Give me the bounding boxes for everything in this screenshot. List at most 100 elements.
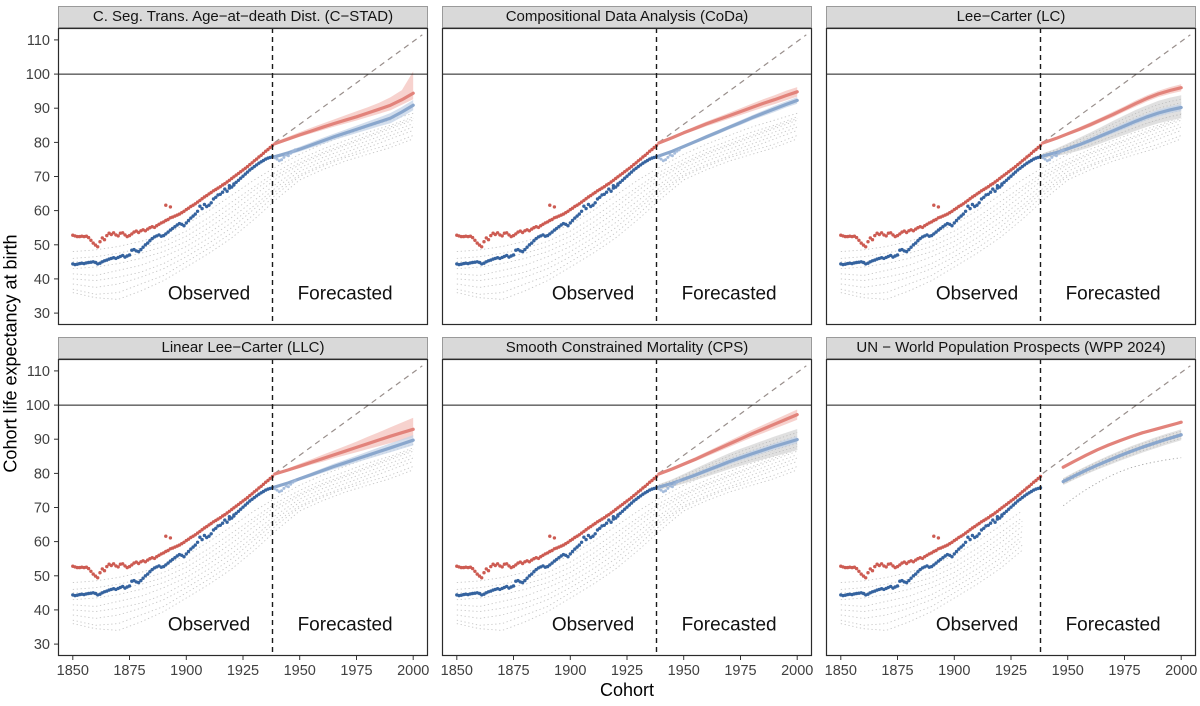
observed-male-points [71,155,275,267]
forecast-lines [657,90,799,158]
forecast-lines [657,412,799,489]
observed-male-points [71,486,275,598]
svg-text:1925: 1925 [611,663,643,679]
annotation-observed: Observed [168,283,250,304]
facet-strip-llc: Linear Lee−Carter (LLC) [58,337,428,359]
annotation-forecasted: Forecasted [298,614,393,635]
x-axis-ticks: 1850 1875 1900 1925 1950 1975 2000 [441,656,813,679]
svg-text:1875: 1875 [497,663,529,679]
svg-text:1900: 1900 [938,663,970,679]
facet-title: Linear Lee−Carter (LLC) [161,339,325,356]
facet-wpp: UN − World Population Prospects (WPP 202… [825,337,1197,679]
reference-diagonal-line [1042,365,1191,474]
svg-text:1950: 1950 [668,663,700,679]
svg-text:1975: 1975 [1108,663,1140,679]
observed-female-points [839,143,1043,249]
annotation-observed: Observed [936,283,1018,304]
annotation-forecasted: Forecasted [682,614,777,635]
reference-diagonal-line [274,365,423,474]
annotation-forecasted: Forecasted [298,283,393,304]
annotation-observed: Observed [936,614,1018,635]
observed-female-points [839,474,1043,580]
x-axis-ticks: 1850 1875 1900 1925 1950 1975 2000 [825,656,1197,679]
svg-text:1925: 1925 [227,663,259,679]
svg-text:90: 90 [34,432,50,448]
forecast-lines [1061,420,1183,507]
svg-text:1875: 1875 [881,663,913,679]
facet-plot-coda: Observed Forecasted [441,27,813,326]
svg-text:60: 60 [34,535,50,551]
svg-text:110: 110 [27,364,50,380]
svg-text:90: 90 [34,101,50,117]
y-axis-title-text: Cohort life expectancy at birth [0,233,21,473]
y-axis-ticks: 30 40 50 60 70 80 90 100 110 [26,364,58,653]
observed-female-points [455,143,659,249]
facet-plot-wpp: Observed Forecasted 1850 1875 1900 1925 1950 19… [825,358,1197,679]
facet-plot-lc: Observed Forecasted [825,27,1197,326]
panel-border [825,358,1197,657]
svg-text:1900: 1900 [170,663,202,679]
background-series [456,112,798,300]
annotation-observed: Observed [552,614,634,635]
facet-title: C. Seg. Trans. Age−at−death Dist. (C−STA… [92,8,394,25]
forecast-lines [273,427,415,489]
svg-text:100: 100 [26,398,50,414]
svg-text:1850: 1850 [825,663,857,679]
annotation-forecasted: Forecasted [682,283,777,304]
observed-male-points [455,486,659,598]
facet-title: UN − World Population Prospects (WPP 202… [856,339,1166,356]
background-series [72,443,414,631]
svg-text:1875: 1875 [113,663,145,679]
facet-plot-cps: Observed Forecasted 1850 1875 1900 1925 1950 19… [441,358,813,679]
x-axis-ticks: 1850 1875 1900 1925 1950 1975 2000 [57,656,429,679]
background-series [840,510,1023,631]
x-axis-title: Cohort [599,680,655,700]
svg-text:1850: 1850 [441,663,473,679]
facet-llc: Linear Lee−Carter (LLC) Observed Forecast… [26,337,429,679]
facet-title: Compositional Data Analysis (CoDa) [505,8,749,25]
reference-diagonal-line [658,365,807,474]
svg-text:1950: 1950 [1052,663,1084,679]
svg-text:1975: 1975 [340,663,372,679]
facet-strip-lc: Lee−Carter (LC) [826,6,1196,28]
svg-text:100: 100 [26,67,50,83]
svg-text:2000: 2000 [397,663,429,679]
forecast-ribbons [274,71,414,159]
facet-plot-cstad: Observed Forecasted 30 40 50 60 70 80 90 100 110 [26,27,429,326]
svg-text:30: 30 [34,306,50,322]
observed-male-points [455,155,659,267]
reference-diagonal-line [1042,34,1191,143]
reference-diagonal-line [274,34,423,143]
panel-border [441,27,813,326]
forecast-ribbons [1063,420,1182,485]
observed-male-points [839,155,1043,267]
facet-lc: Lee−Carter (LC) Observed Forecasted [825,6,1197,326]
svg-text:1850: 1850 [57,663,89,679]
svg-text:1900: 1900 [554,663,586,679]
transition-male-points [657,479,681,494]
panel-border [825,27,1197,326]
svg-text:70: 70 [34,501,50,517]
svg-text:70: 70 [34,170,50,186]
y-axis-ticks: 30 40 50 60 70 80 90 100 110 [26,33,58,322]
svg-text:50: 50 [34,238,50,254]
facet-title: Lee−Carter (LC) [956,8,1066,25]
annotation-observed: Observed [552,283,634,304]
panel-border [441,358,813,657]
facet-strip-cps: Smooth Constrained Mortality (CPS) [442,337,812,359]
svg-text:1975: 1975 [724,663,756,679]
transition-male-points [657,148,681,163]
svg-text:30: 30 [34,637,50,653]
facet-title: Smooth Constrained Mortality (CPS) [505,339,749,356]
facet-cstad: C. Seg. Trans. Age−at−death Dist. (C−STA… [26,6,429,326]
svg-text:80: 80 [34,466,50,482]
svg-text:40: 40 [34,603,50,619]
panel-border [57,358,429,657]
forecast-lines [273,91,415,159]
background-series [456,443,798,631]
y-axis-title: Cohort life expectancy at birth [0,0,24,706]
facet-plot-llc: Observed Forecasted 30 40 50 60 70 80 90 100 110 18… [26,358,429,679]
facet-strip-cstad: C. Seg. Trans. Age−at−death Dist. (C−STA… [58,6,428,28]
facet-strip-wpp: UN − World Population Prospects (WPP 202… [826,337,1196,359]
